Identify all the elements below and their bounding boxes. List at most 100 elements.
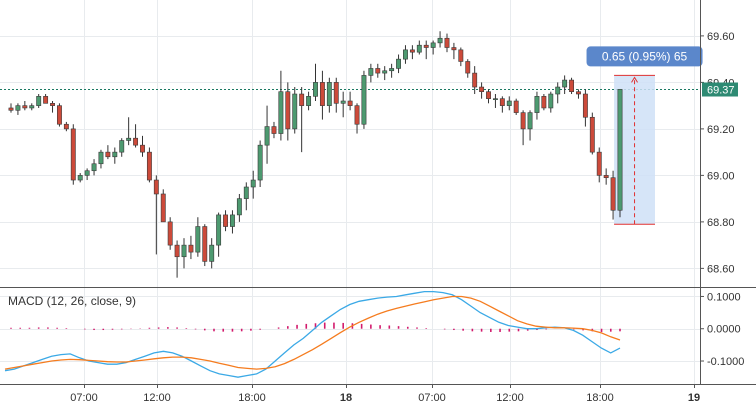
- candle-body: [589, 116, 595, 153]
- candle-body: [313, 82, 318, 97]
- candle-body: [458, 49, 464, 62]
- candle-body: [333, 82, 339, 104]
- candle-body: [140, 144, 145, 153]
- price-tick-label: 68.60: [707, 263, 735, 275]
- candle: [167, 217, 173, 250]
- candle-body: [126, 137, 132, 141]
- candle: [513, 98, 519, 115]
- price-tick-label: 69.60: [707, 31, 735, 43]
- time-tick-label: 07:00: [70, 392, 98, 404]
- candle: [416, 40, 422, 55]
- candle: [506, 96, 512, 111]
- candle: [548, 91, 554, 113]
- candle-body: [582, 93, 588, 118]
- candle: [562, 75, 568, 95]
- candle-body: [416, 44, 422, 53]
- candle: [243, 182, 249, 211]
- candle: [153, 175, 159, 255]
- candle: [15, 103, 21, 115]
- candle-body: [396, 58, 401, 69]
- candle-body: [603, 175, 609, 179]
- time-tick-label: 07:00: [418, 392, 446, 404]
- price-tick-label: 69.20: [707, 124, 735, 136]
- candle-body: [160, 193, 166, 223]
- candle: [70, 124, 76, 185]
- candle: [520, 110, 526, 146]
- price-tick-label: 68.80: [707, 217, 735, 229]
- candle-body: [278, 91, 284, 134]
- macd-axis[interactable]: 0.1000 0.0000 -0.1000: [700, 291, 744, 368]
- candle: [617, 89, 623, 218]
- candle-body: [250, 179, 256, 188]
- candle-body: [437, 37, 443, 44]
- candle: [603, 168, 609, 185]
- candle-body: [167, 221, 173, 246]
- macd-histogram: [10, 322, 621, 332]
- time-tick-label: 19: [688, 392, 700, 404]
- candle-body: [340, 100, 346, 104]
- candle-body: [548, 93, 554, 109]
- time-tick-label: 18:00: [586, 392, 614, 404]
- candle: [541, 94, 547, 111]
- candle-body: [50, 103, 55, 106]
- candle-body: [216, 214, 222, 246]
- candle: [36, 94, 42, 108]
- candle: [375, 63, 381, 78]
- candle: [216, 212, 222, 257]
- candle-body: [285, 91, 291, 130]
- candle: [451, 42, 457, 60]
- candle: [112, 147, 118, 164]
- candle-body: [29, 105, 35, 109]
- candle: [140, 135, 145, 157]
- candle: [50, 100, 55, 113]
- candle-body: [555, 86, 561, 95]
- candle: [326, 77, 332, 113]
- candle: [347, 91, 353, 111]
- candle-body: [105, 151, 111, 158]
- time-tick-label: 18:00: [238, 392, 266, 404]
- candle: [465, 59, 471, 78]
- candle-body: [236, 198, 242, 216]
- candle: [223, 210, 228, 232]
- candle-body: [36, 96, 42, 106]
- candle-body: [506, 100, 512, 106]
- candle: [119, 138, 125, 157]
- candle: [236, 193, 242, 222]
- candle: [202, 224, 208, 267]
- macd-line: [4, 290, 621, 378]
- candle-body: [264, 126, 270, 146]
- macd-tick-label: -0.1000: [707, 356, 744, 368]
- candle-body: [299, 93, 305, 106]
- candle-body: [243, 186, 249, 199]
- candle: [77, 173, 83, 183]
- candle-body: [319, 82, 325, 106]
- time-axis[interactable]: 07:00 12:00 18:00 18 07:00 12:00 18:00 19: [70, 384, 700, 404]
- candle: [278, 70, 284, 141]
- candle: [299, 87, 305, 153]
- candle: [576, 89, 581, 99]
- candle: [195, 217, 201, 257]
- candle-body: [271, 126, 277, 134]
- candle-body: [181, 244, 187, 258]
- candle: [396, 54, 401, 74]
- price-pane[interactable]: [0, 0, 700, 287]
- measure-label-text: 0.65 (0.95%) 65: [602, 49, 688, 63]
- candle-body: [368, 68, 374, 76]
- candle-body: [389, 68, 395, 72]
- candle: [181, 238, 187, 269]
- candle-body: [361, 75, 367, 125]
- candle-body: [70, 128, 76, 181]
- candle: [98, 149, 104, 169]
- signal-line: [4, 295, 621, 370]
- candle-body: [596, 151, 602, 176]
- candle-body: [499, 98, 505, 106]
- candle-body: [223, 214, 228, 227]
- candle: [368, 63, 374, 83]
- candle-body: [576, 91, 581, 95]
- candle: [285, 82, 291, 141]
- candle-body: [513, 100, 519, 113]
- candle-body: [465, 61, 471, 74]
